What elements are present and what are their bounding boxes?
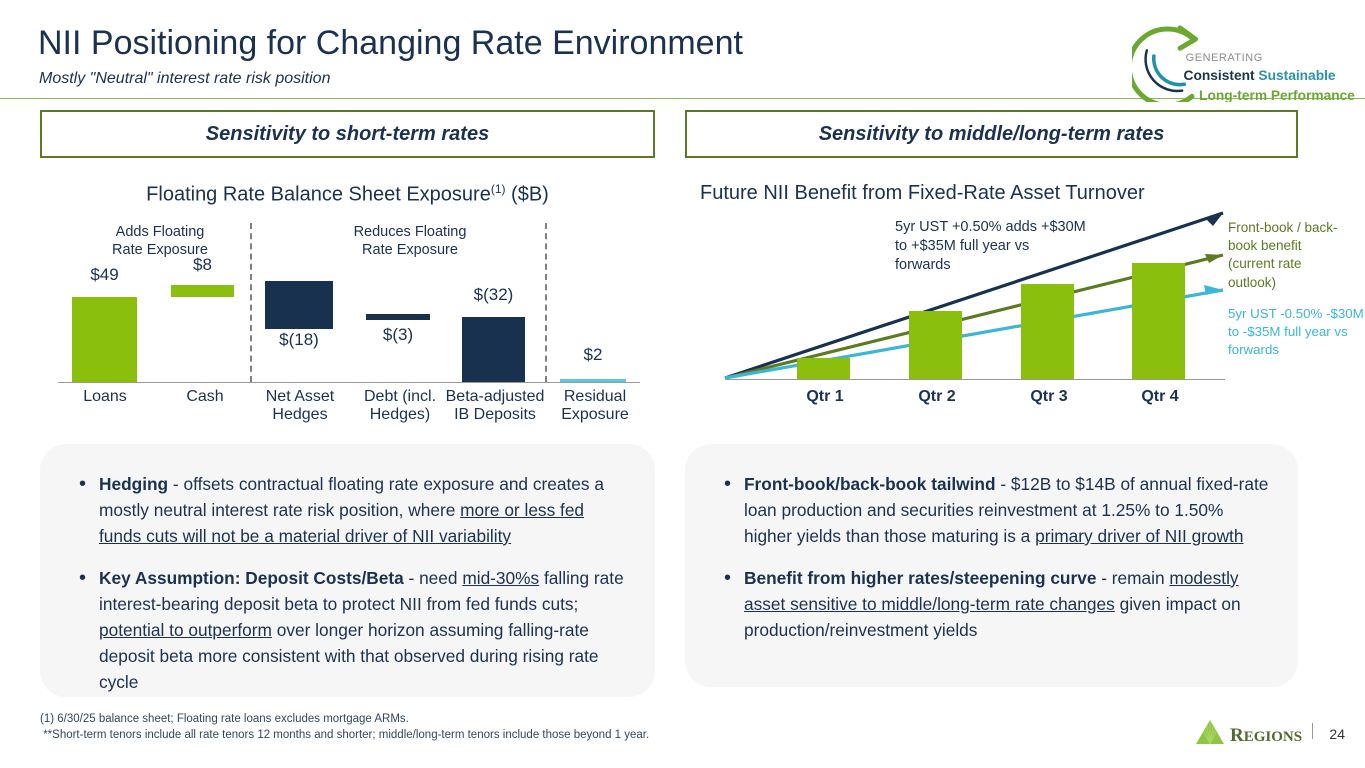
svg-text:Long-term Performance: Long-term Performance bbox=[1199, 88, 1355, 102]
svg-text:REGIONS: REGIONS bbox=[1230, 725, 1302, 746]
svg-text:GENERATING: GENERATING bbox=[1186, 52, 1263, 64]
svg-text:Consistent Sustainable: Consistent Sustainable bbox=[1184, 68, 1336, 83]
